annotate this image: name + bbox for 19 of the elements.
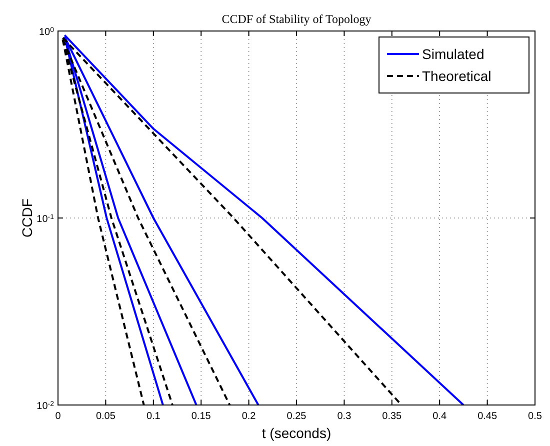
x-tick-label: 0.35: [382, 411, 402, 422]
x-tick-label: 0.4: [432, 411, 447, 422]
x-axis-title: t (seconds): [262, 425, 332, 441]
y-axis-title: CCDF: [19, 198, 35, 238]
x-tick-label: 0.15: [191, 411, 212, 422]
y-tick-label: 10$^{-2}$: [36, 400, 54, 412]
x-tick-label: 0.3: [337, 411, 352, 422]
y-tick-label: 10$^{-1}$: [36, 214, 54, 225]
x-tick-label: 0: [55, 411, 62, 422]
legend-label: Theoretical: [422, 68, 492, 84]
x-tick-label: 0.25: [286, 411, 307, 422]
x-tick-label: 0.45: [478, 411, 498, 422]
chart-title: CCDF of Stability of Topology: [222, 12, 372, 26]
x-tick-label: 0.05: [96, 411, 116, 422]
legend-label: Simulated: [422, 46, 484, 62]
x-tick-label: 0.1: [146, 411, 161, 422]
x-tick-label: 0.5: [528, 411, 542, 422]
x-tick-label: 0.2: [242, 411, 256, 422]
y-tick-label: 10$^{0}$: [38, 26, 54, 38]
